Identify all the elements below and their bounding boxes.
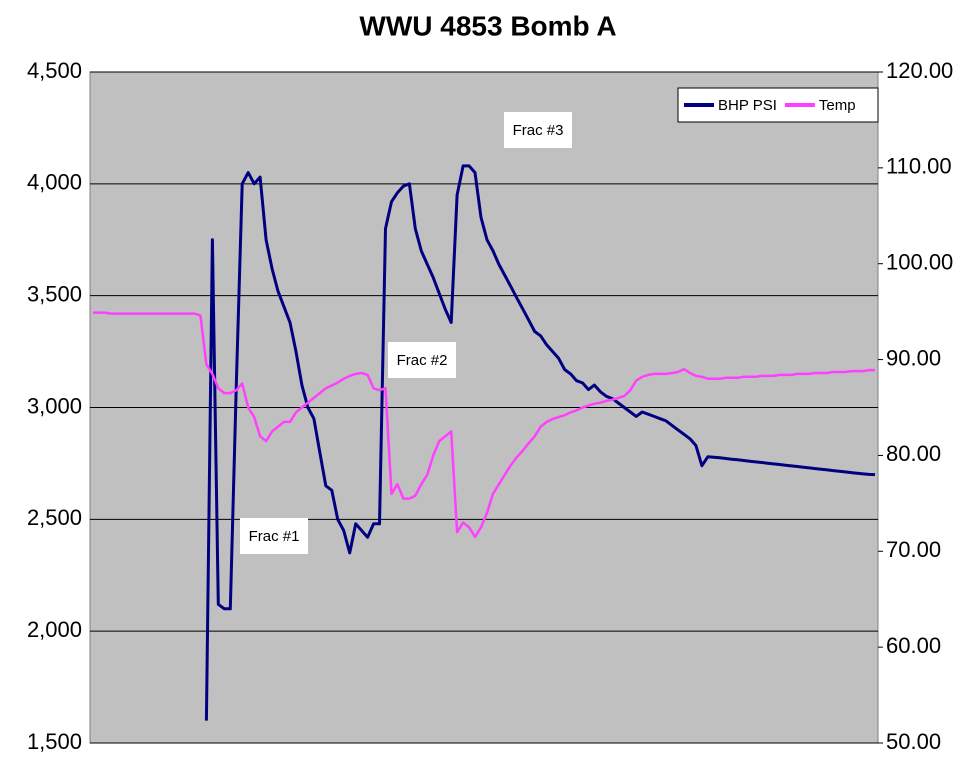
y-tick-label: 2,000 [27,617,82,642]
annotation-box [240,518,308,554]
y2-tick-label: 90.00 [886,345,941,370]
y2-tick-label: 80.00 [886,441,941,466]
y-tick-label: 2,500 [27,505,82,530]
series-line [93,311,875,539]
annotation: Frac #3 [513,122,564,139]
annotation: Frac #1 [249,528,300,545]
chart-title: WWU 4853 Bomb A [359,10,616,41]
y2-tick-label: 60.00 [886,633,941,658]
y-tick-label: 3,500 [27,281,82,306]
y-tick-label: 3,000 [27,393,82,418]
annotation-box [504,112,572,148]
y2-tick-label: 70.00 [886,537,941,562]
y2-tick-label: 110.00 [886,154,952,179]
legend-label: BHP PSI [718,97,777,114]
y-tick-label: 1,500 [27,729,82,754]
legend-label: Temp [819,97,856,114]
annotation: Frac #2 [397,352,448,369]
y2-tick-label: 120.00 [886,58,953,83]
y2-tick-label: 100.00 [886,250,953,275]
annotation-box [388,342,456,378]
series-line [204,164,876,721]
y-tick-label: 4,500 [27,58,82,83]
y2-tick-label: 50.00 [886,729,941,754]
y-tick-label: 4,000 [27,170,82,195]
